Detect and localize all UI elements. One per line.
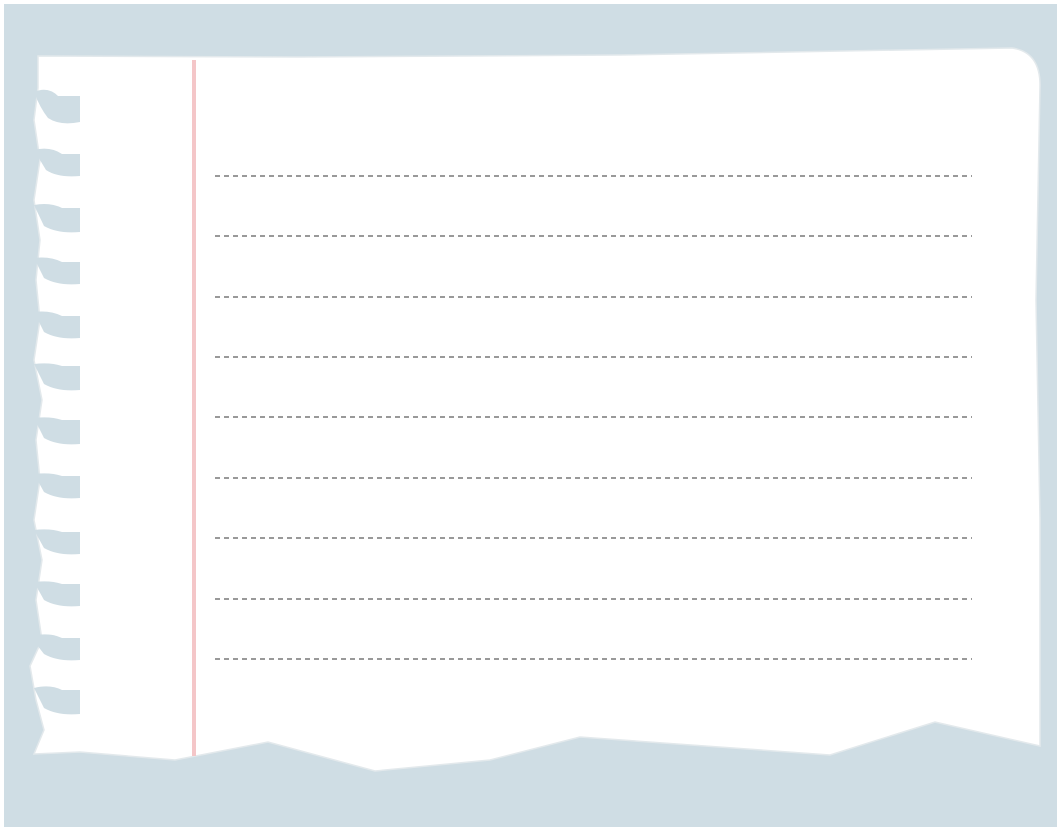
- notebook-scene: [0, 0, 1061, 831]
- paper-sheet: [30, 48, 1040, 771]
- page: {}: [0, 0, 1061, 831]
